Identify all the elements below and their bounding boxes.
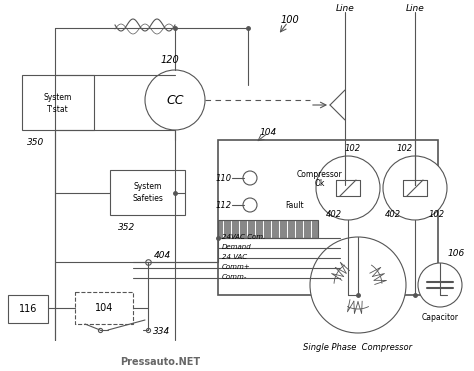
Text: Fault: Fault — [286, 200, 304, 210]
Circle shape — [145, 70, 205, 130]
Bar — [218, 140, 438, 295]
Text: 102: 102 — [429, 210, 445, 219]
Text: 104: 104 — [260, 128, 277, 137]
Text: 112: 112 — [216, 200, 232, 210]
Text: Single Phase  Compressor: Single Phase Compressor — [303, 342, 412, 351]
Text: 104: 104 — [95, 303, 113, 313]
Text: System: System — [44, 92, 72, 102]
Text: Demand: Demand — [222, 244, 252, 250]
Text: 402: 402 — [385, 210, 401, 219]
Text: Capacitor: Capacitor — [421, 312, 458, 322]
Text: 120: 120 — [161, 55, 179, 65]
Text: Comm-: Comm- — [222, 274, 247, 280]
Text: Line: Line — [336, 3, 355, 13]
Bar — [218, 220, 318, 238]
Text: 100: 100 — [281, 15, 300, 25]
Circle shape — [310, 237, 406, 333]
Text: Ok: Ok — [315, 178, 325, 187]
Text: 102: 102 — [345, 144, 361, 152]
Text: 24VAC Com.: 24VAC Com. — [222, 234, 265, 240]
Bar — [22, 75, 94, 130]
Text: System: System — [133, 181, 162, 190]
Text: 106: 106 — [448, 249, 465, 257]
Text: CC: CC — [166, 93, 184, 106]
Circle shape — [316, 156, 380, 220]
Text: 402: 402 — [326, 210, 342, 219]
Bar — [110, 170, 185, 215]
Text: 116: 116 — [19, 304, 37, 314]
Circle shape — [383, 156, 447, 220]
Text: Comm+: Comm+ — [222, 264, 251, 270]
Circle shape — [243, 171, 257, 185]
Text: T'stat: T'stat — [47, 105, 69, 114]
Text: 24 VAC: 24 VAC — [222, 254, 247, 260]
Text: 350: 350 — [27, 138, 44, 147]
Bar — [75, 292, 133, 324]
Text: 334: 334 — [153, 328, 170, 336]
Bar — [8, 295, 48, 323]
Text: 404: 404 — [154, 250, 171, 259]
Circle shape — [418, 263, 462, 307]
Circle shape — [243, 198, 257, 212]
Text: Pressauto.NET: Pressauto.NET — [120, 357, 200, 367]
Text: Safeties: Safeties — [132, 194, 163, 203]
Text: Line: Line — [406, 3, 424, 13]
Text: 102: 102 — [397, 144, 413, 152]
Text: 110: 110 — [216, 174, 232, 183]
Text: 352: 352 — [118, 223, 135, 232]
Text: Compressor: Compressor — [297, 170, 343, 178]
